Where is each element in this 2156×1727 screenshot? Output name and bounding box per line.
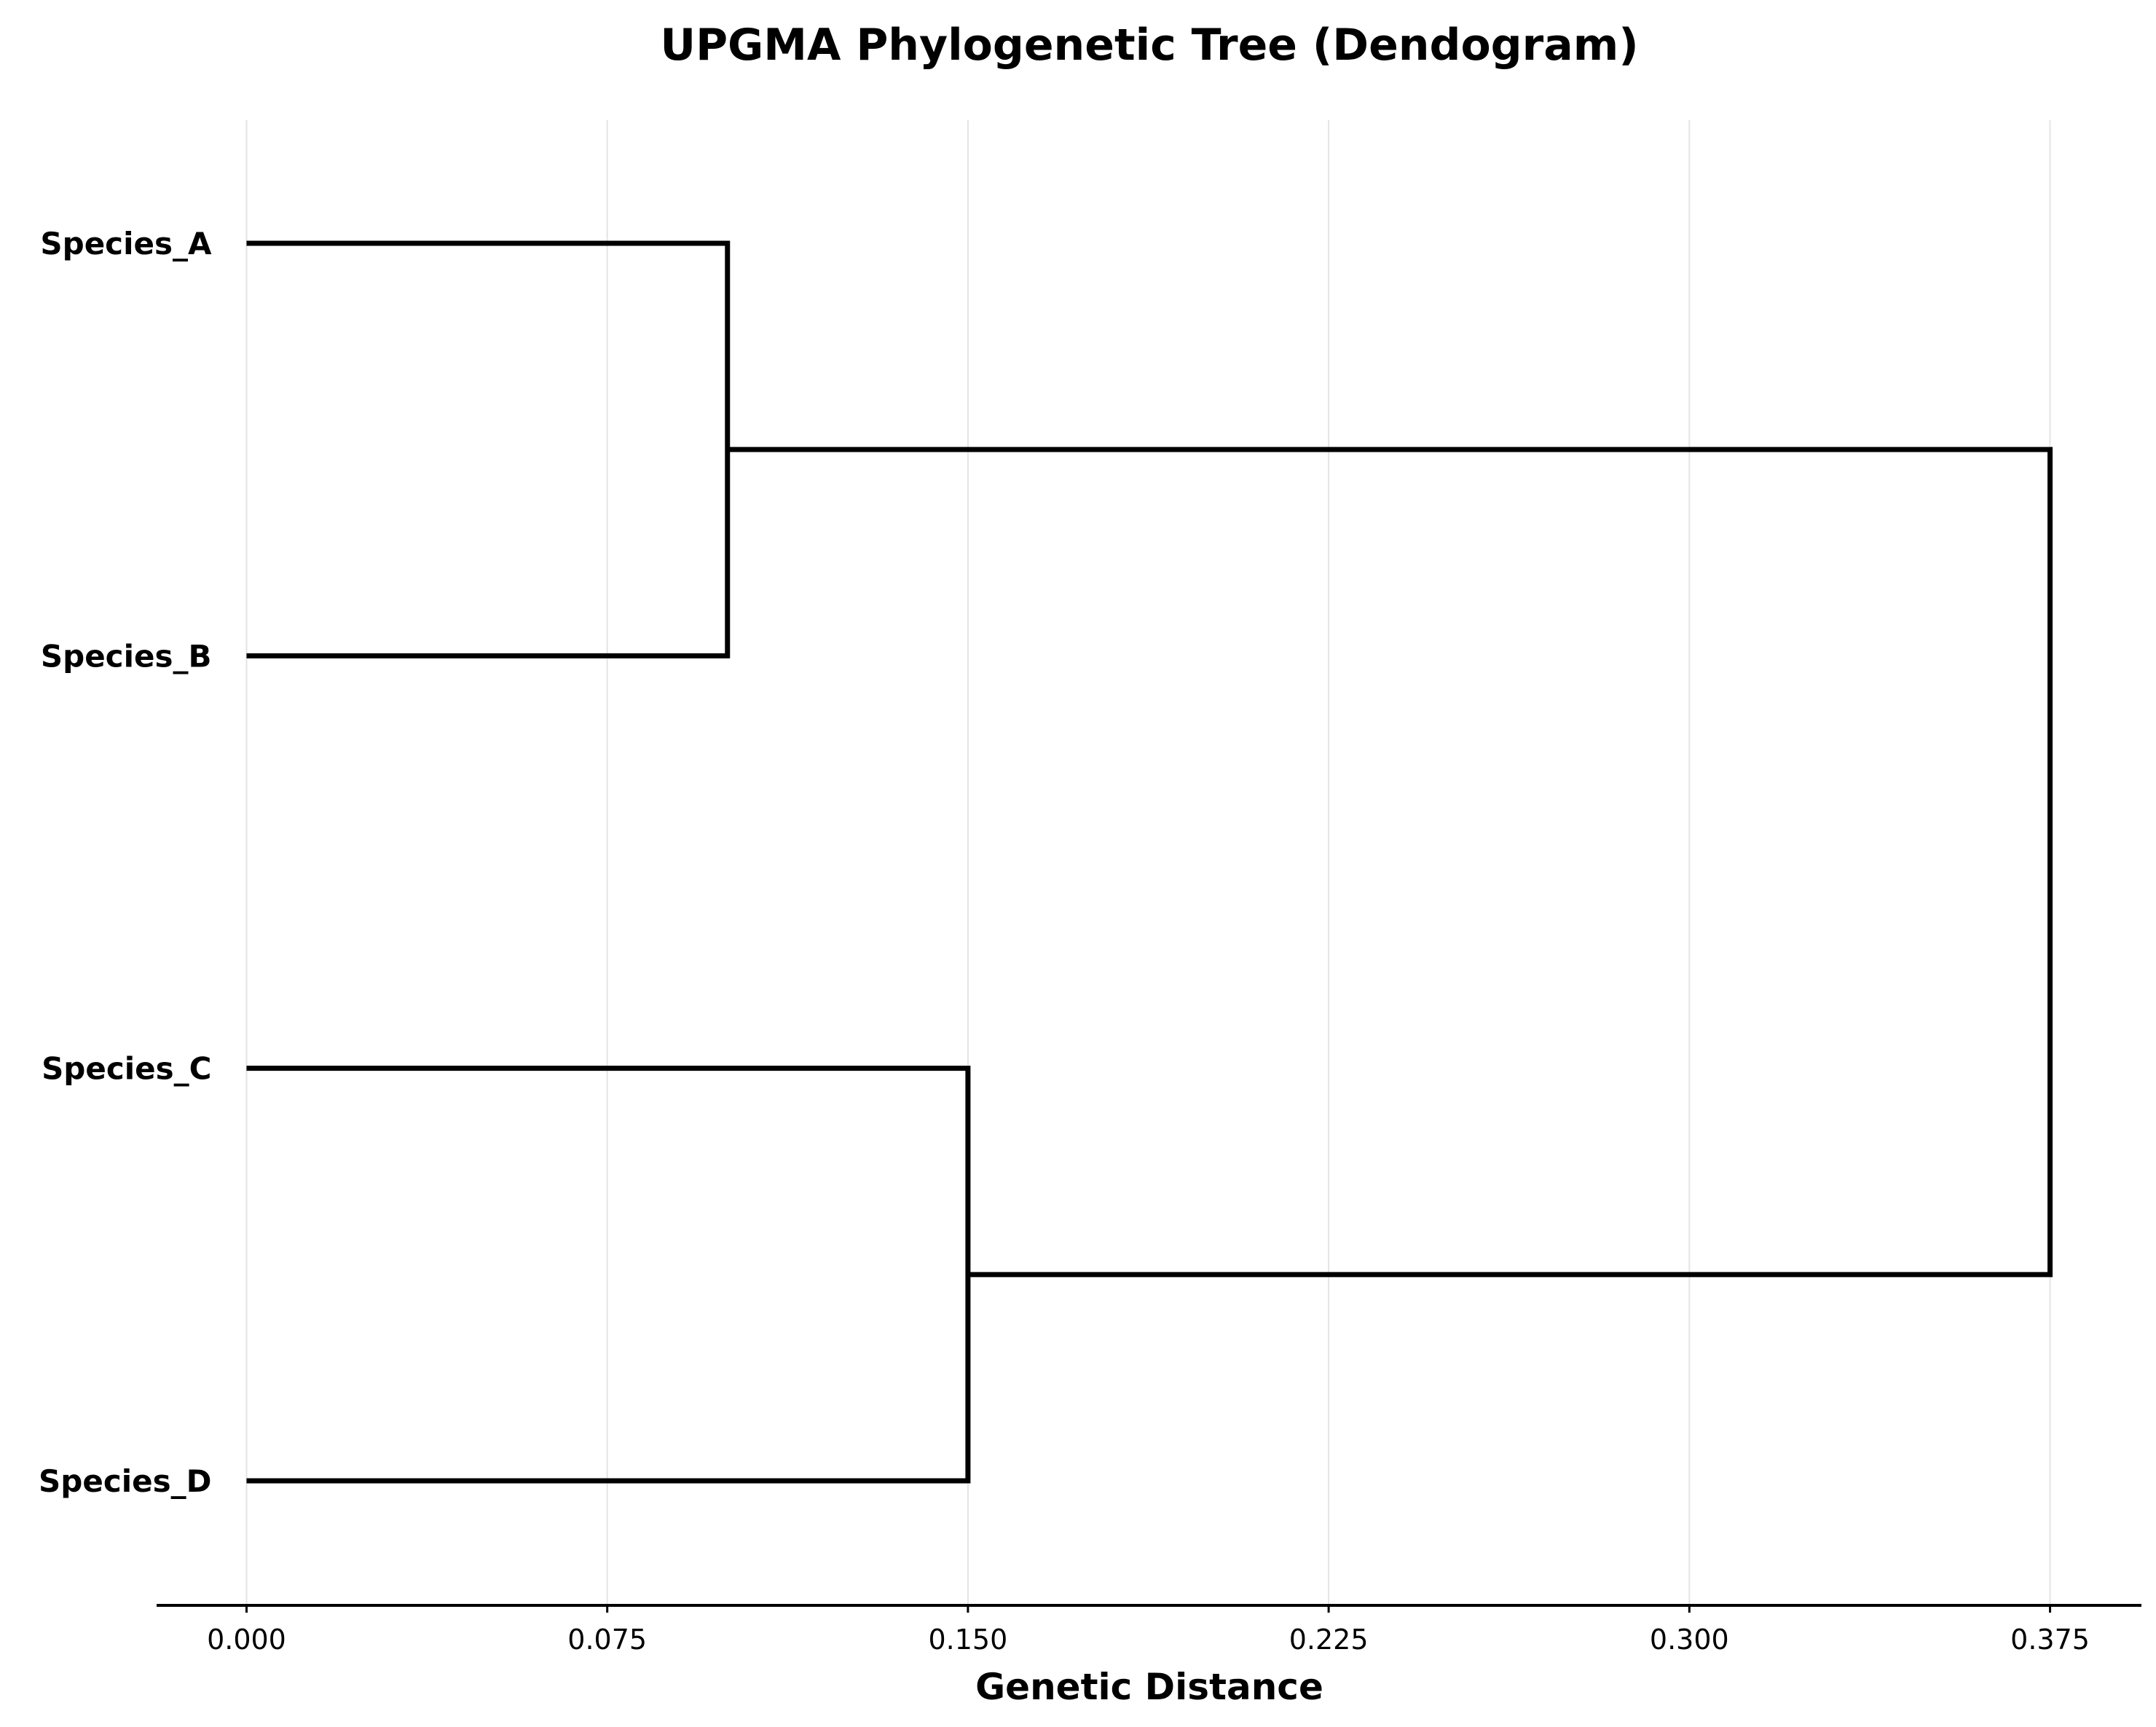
leaf-label-species-c: Species_C [42, 1051, 211, 1087]
leaf-labels: Species_A Species_B Species_C Species_D [39, 226, 212, 1499]
branch-merge-1 [246, 240, 731, 658]
branch-merge-2 [246, 1066, 971, 1484]
dendrogram-branches [246, 240, 2053, 1484]
branch-merge-3 [727, 446, 2053, 1278]
x-tick-label-0: 0.000 [207, 1624, 286, 1656]
x-tick-label-2: 0.150 [929, 1624, 1008, 1656]
x-tick-label-5: 0.375 [2010, 1624, 2090, 1656]
x-tick-label-1: 0.075 [567, 1624, 647, 1656]
x-axis-label: Genetic Distance [975, 1666, 1323, 1708]
leaf-label-species-b: Species_B [41, 638, 212, 674]
x-tick-label-3: 0.225 [1289, 1624, 1369, 1656]
chart-title: UPGMA Phylogenetic Tree (Dendogram) [660, 20, 1638, 71]
leaf-label-species-d: Species_D [39, 1463, 211, 1499]
x-axis-ticks: 0.000 0.075 0.150 0.225 0.300 0.375 [207, 1605, 2090, 1656]
x-tick-label-4: 0.300 [1650, 1624, 1729, 1656]
leaf-label-species-a: Species_A [40, 226, 212, 261]
